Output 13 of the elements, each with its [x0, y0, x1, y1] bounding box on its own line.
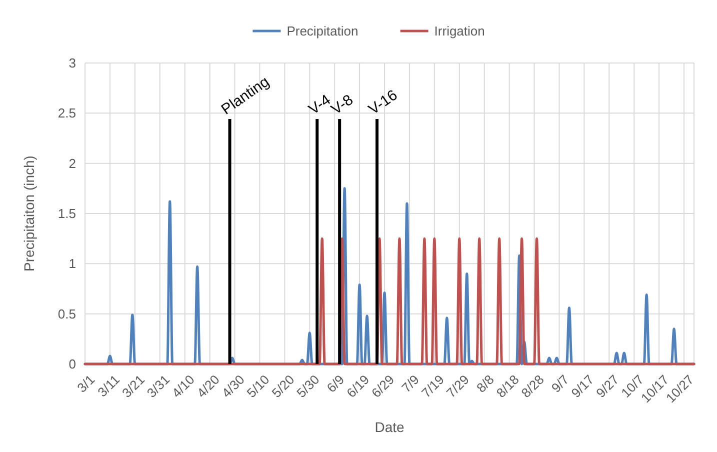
y-tick-label: 2.5 [58, 106, 76, 121]
y-tick-label: 2 [68, 156, 76, 171]
y-axis-title: Precipitaiton (inch) [21, 156, 37, 272]
ref-line-label: V-16 [366, 86, 401, 118]
y-tick-label: 0.5 [58, 306, 76, 322]
legend-label: Precipitation [286, 24, 358, 39]
y-tick-label: 0 [68, 356, 76, 372]
legend-label: Irrigation [434, 24, 485, 39]
x-axis-title: Date [374, 419, 404, 435]
y-tick-label: 3 [68, 56, 76, 71]
y-tick-label: 1 [68, 256, 76, 272]
x-tick-label: 9/7 [548, 372, 572, 396]
y-tick-label: 1.5 [58, 206, 76, 222]
